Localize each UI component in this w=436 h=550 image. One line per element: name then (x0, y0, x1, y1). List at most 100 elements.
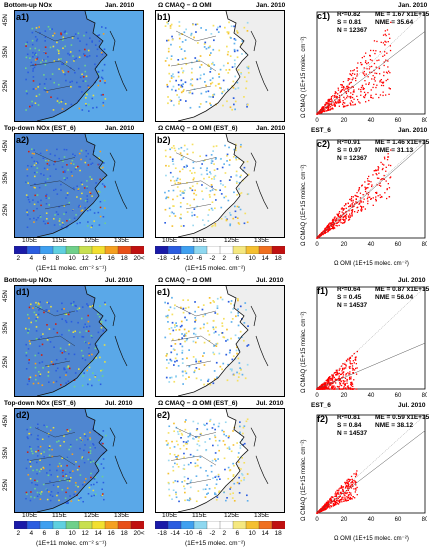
diff-cell (217, 458, 219, 460)
diff-cell (213, 64, 216, 66)
scatter-point (352, 496, 354, 498)
scatter-point (350, 482, 352, 484)
islands (109, 305, 128, 367)
diff-cell (245, 420, 248, 423)
diff-cell (172, 338, 174, 341)
diff-cell (173, 307, 176, 310)
emission-cell (65, 321, 68, 324)
scatter-point (328, 386, 330, 388)
scatter-point (382, 91, 384, 93)
diff-cell (239, 176, 242, 178)
emission-cell (31, 148, 33, 150)
diff-cell (232, 462, 234, 465)
scatter-point (386, 188, 388, 191)
emission-cell (75, 166, 77, 169)
scatter-point (381, 178, 383, 180)
diff-cell (182, 83, 184, 85)
emission-cell (83, 187, 86, 189)
lon-label: 115E (52, 512, 67, 519)
scatter-point (343, 500, 345, 502)
scatter-point (384, 51, 386, 53)
diff-cell (236, 30, 238, 32)
emission-cell (30, 448, 32, 450)
emission-cell (84, 207, 86, 209)
diff-cell (232, 217, 235, 220)
emission-cell (40, 336, 43, 338)
colorbar-tick-label: 10 (248, 530, 256, 537)
emission-cell (39, 492, 41, 494)
emission-cell (65, 371, 68, 374)
scatter-point (325, 502, 327, 504)
emission-cell (25, 354, 28, 357)
province-borders (170, 427, 217, 485)
emission-cell (59, 444, 62, 447)
scatter-point (343, 383, 346, 385)
scatter-point (345, 207, 347, 209)
scatter-point (329, 499, 331, 501)
scatter-point (328, 379, 330, 381)
diff-cell (195, 367, 198, 369)
diff-cell (226, 155, 228, 157)
diff-cell (181, 333, 183, 335)
scatter-point (359, 102, 361, 104)
scatter-point (342, 486, 344, 488)
emission-cell (84, 341, 87, 344)
diff-cell (222, 184, 224, 186)
diff-cell (208, 487, 211, 490)
emission-cell (43, 467, 45, 470)
emission-cell (61, 457, 63, 460)
diff-cell (181, 352, 184, 354)
scatter-point (346, 95, 349, 97)
emission-cell (86, 185, 88, 188)
emission-cell (73, 353, 76, 356)
emission-cell (78, 152, 81, 155)
emission-cell (49, 78, 52, 80)
scatter-point (318, 112, 320, 114)
scatter-point (356, 388, 358, 390)
diff-cell (171, 498, 173, 501)
diff-cell (209, 172, 212, 175)
diff-cell (220, 217, 223, 220)
colorbar-tick-label: 20< (133, 255, 145, 262)
scatter-point (354, 73, 356, 75)
colorbar-tick-label: 8 (55, 530, 60, 537)
colorbar-swatch (245, 521, 260, 529)
scatter-point (386, 29, 389, 31)
regression-line (316, 430, 426, 514)
emission-cell (78, 307, 81, 310)
scatter-point (319, 386, 321, 388)
diff-cell (192, 224, 194, 227)
lon-label: 105E (22, 512, 38, 519)
scatter-c1-footer-left: EST_6 (311, 127, 331, 134)
emission-cell (35, 314, 37, 316)
map-e2-month: Jul. 2010 (256, 400, 284, 407)
emission-cell (29, 426, 32, 429)
scatter-point (356, 75, 358, 77)
diff-cell (239, 421, 241, 423)
diff-cell (196, 78, 199, 81)
x-tick-label: 80 (422, 393, 427, 399)
diff-cell (226, 31, 229, 33)
diff-cell (167, 314, 169, 317)
diff-cell (228, 68, 231, 71)
scatter-point (379, 51, 381, 53)
diff-cell (211, 225, 213, 228)
scatter-point (334, 386, 336, 388)
diff-cell (164, 208, 167, 211)
diff-cell (212, 300, 215, 302)
land-area (15, 11, 107, 121)
emission-cell (104, 303, 107, 306)
emission-cell (37, 446, 40, 448)
diff-cell (186, 203, 189, 205)
emission-cell (88, 103, 90, 106)
diff-cell (182, 307, 185, 310)
scatter-point (360, 91, 362, 93)
diff-cell (246, 221, 249, 224)
emission-cell (34, 36, 37, 38)
emission-cell (63, 205, 65, 207)
scatter-point (324, 508, 326, 510)
diff-cell (179, 325, 182, 328)
scatter-point (385, 71, 388, 73)
scatter-point (331, 382, 334, 385)
colorbar-emission (14, 521, 144, 529)
